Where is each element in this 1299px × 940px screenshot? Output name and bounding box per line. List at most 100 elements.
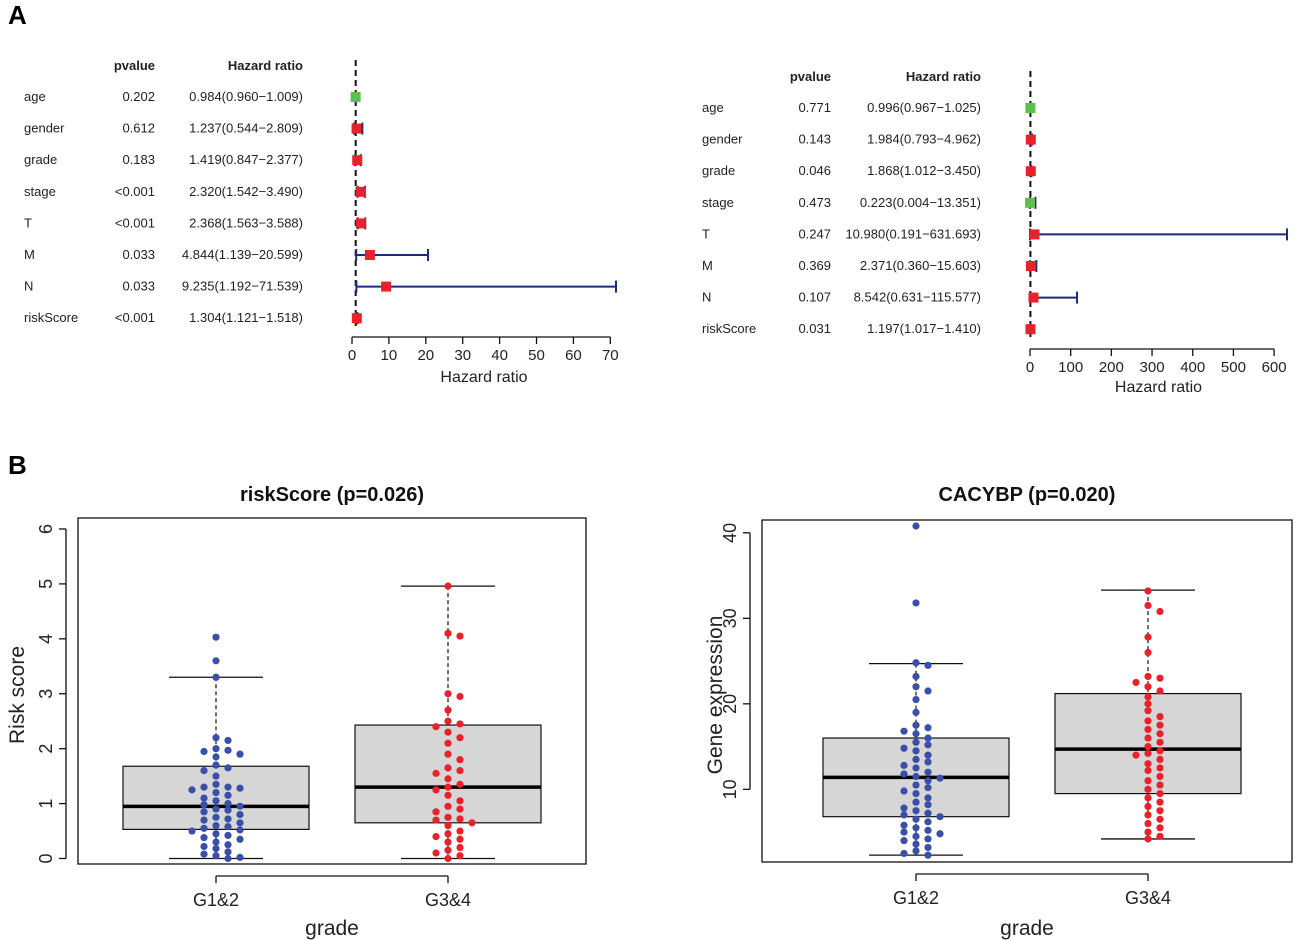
data-point bbox=[1144, 742, 1152, 751]
panel-label-b: B bbox=[8, 450, 27, 480]
x-tick-label: 0 bbox=[348, 347, 356, 364]
x-tick-label: 0 bbox=[1026, 359, 1034, 376]
hazard-ratio-header: Hazard ratio bbox=[228, 58, 303, 73]
row-hazard-ratio: 0.996(0.967−1.025) bbox=[867, 100, 981, 115]
data-point bbox=[444, 783, 452, 791]
row-label: stage bbox=[702, 195, 734, 210]
data-point bbox=[1156, 721, 1164, 729]
forest-plot-multivariate: pvalue Hazard ratio age 0.771 0.996(0.967−1.… bbox=[702, 69, 1288, 396]
data-point bbox=[912, 790, 920, 798]
data-point bbox=[900, 821, 908, 829]
data-point bbox=[444, 690, 452, 698]
row-hazard-ratio: 1.237(0.544−2.809) bbox=[189, 121, 303, 136]
data-point bbox=[924, 741, 932, 749]
row-label: riskScore bbox=[24, 310, 78, 325]
data-point bbox=[456, 692, 464, 701]
data-point bbox=[1144, 760, 1152, 768]
data-point bbox=[1144, 707, 1152, 715]
data-point bbox=[912, 721, 920, 729]
row-label: stage bbox=[24, 184, 56, 199]
data-point bbox=[1144, 601, 1152, 610]
data-point bbox=[224, 736, 232, 745]
row-pvalue: 0.247 bbox=[798, 226, 831, 241]
row-label: gender bbox=[702, 132, 743, 147]
data-point bbox=[200, 767, 208, 775]
row-pvalue: 0.031 bbox=[798, 321, 831, 336]
x-tick-label: 10 bbox=[381, 347, 398, 364]
data-point bbox=[912, 695, 920, 704]
row-label: N bbox=[24, 279, 33, 294]
data-point bbox=[1144, 802, 1152, 811]
row-label: M bbox=[702, 258, 713, 273]
hazard-ratio-marker bbox=[1025, 324, 1036, 335]
row-pvalue: 0.202 bbox=[122, 89, 155, 104]
data-point bbox=[1144, 828, 1152, 836]
x-axis-label: grade bbox=[1000, 917, 1054, 940]
data-point bbox=[912, 708, 920, 716]
data-point bbox=[924, 835, 932, 843]
data-point bbox=[236, 826, 244, 834]
data-point bbox=[212, 813, 220, 821]
row-label: T bbox=[24, 215, 32, 230]
data-point bbox=[236, 810, 244, 819]
data-point bbox=[456, 815, 464, 823]
row-pvalue: 0.473 bbox=[798, 195, 831, 210]
y-tick-label: 40 bbox=[720, 523, 740, 543]
chart-title: CACYBP (p=0.020) bbox=[939, 484, 1116, 506]
row-label: grade bbox=[702, 163, 735, 178]
x-tick-label: 100 bbox=[1058, 359, 1083, 376]
data-point bbox=[924, 687, 932, 695]
row-pvalue: 0.771 bbox=[798, 100, 831, 115]
y-tick-label: 30 bbox=[720, 608, 740, 628]
data-point bbox=[1156, 832, 1164, 840]
data-point bbox=[1156, 798, 1164, 806]
hazard-ratio-marker bbox=[1029, 229, 1040, 240]
y-axis-label: Gene expression bbox=[704, 616, 727, 775]
data-point bbox=[432, 808, 440, 816]
x-tick-label: 50 bbox=[528, 347, 545, 364]
data-point bbox=[432, 769, 440, 777]
data-point bbox=[924, 818, 932, 826]
data-point bbox=[212, 805, 220, 813]
data-point bbox=[212, 797, 220, 805]
data-point bbox=[1144, 785, 1152, 793]
forest-plot-univariate: pvalue Hazard ratio age 0.202 0.984(0.960−1.… bbox=[24, 58, 619, 386]
data-point bbox=[444, 739, 452, 747]
hazard-ratio-marker bbox=[1028, 292, 1039, 303]
row-pvalue: <0.001 bbox=[115, 215, 155, 230]
data-point bbox=[456, 734, 464, 742]
data-point bbox=[212, 673, 220, 681]
data-point bbox=[1156, 607, 1164, 616]
data-point bbox=[912, 747, 920, 755]
data-point bbox=[1144, 766, 1152, 775]
row-pvalue: 0.612 bbox=[122, 121, 155, 136]
data-point bbox=[188, 827, 196, 835]
hazard-ratio-marker bbox=[1025, 197, 1036, 208]
data-point bbox=[432, 832, 440, 841]
data-point bbox=[924, 734, 932, 742]
data-point bbox=[924, 826, 932, 834]
y-tick-label: 0 bbox=[36, 854, 56, 864]
data-point bbox=[936, 774, 944, 782]
row-hazard-ratio: 2.371(0.360−15.603) bbox=[860, 258, 981, 273]
row-label: M bbox=[24, 247, 35, 262]
data-point bbox=[236, 853, 244, 862]
y-tick-label: 5 bbox=[36, 579, 56, 589]
data-point bbox=[912, 815, 920, 823]
data-point bbox=[212, 753, 220, 761]
y-tick-label: 3 bbox=[36, 689, 56, 699]
data-point bbox=[1156, 781, 1164, 789]
data-point bbox=[1156, 815, 1164, 823]
data-point bbox=[1144, 777, 1152, 785]
data-point bbox=[456, 835, 464, 843]
data-point bbox=[900, 770, 908, 778]
x-tick-label: 200 bbox=[1099, 359, 1124, 376]
y-tick-label: 10 bbox=[720, 779, 740, 799]
data-point bbox=[900, 828, 908, 836]
data-point bbox=[456, 797, 464, 805]
row-pvalue: <0.001 bbox=[115, 184, 155, 199]
data-point bbox=[912, 599, 920, 607]
data-point bbox=[456, 827, 464, 835]
data-point bbox=[924, 809, 932, 817]
data-point bbox=[444, 582, 452, 590]
